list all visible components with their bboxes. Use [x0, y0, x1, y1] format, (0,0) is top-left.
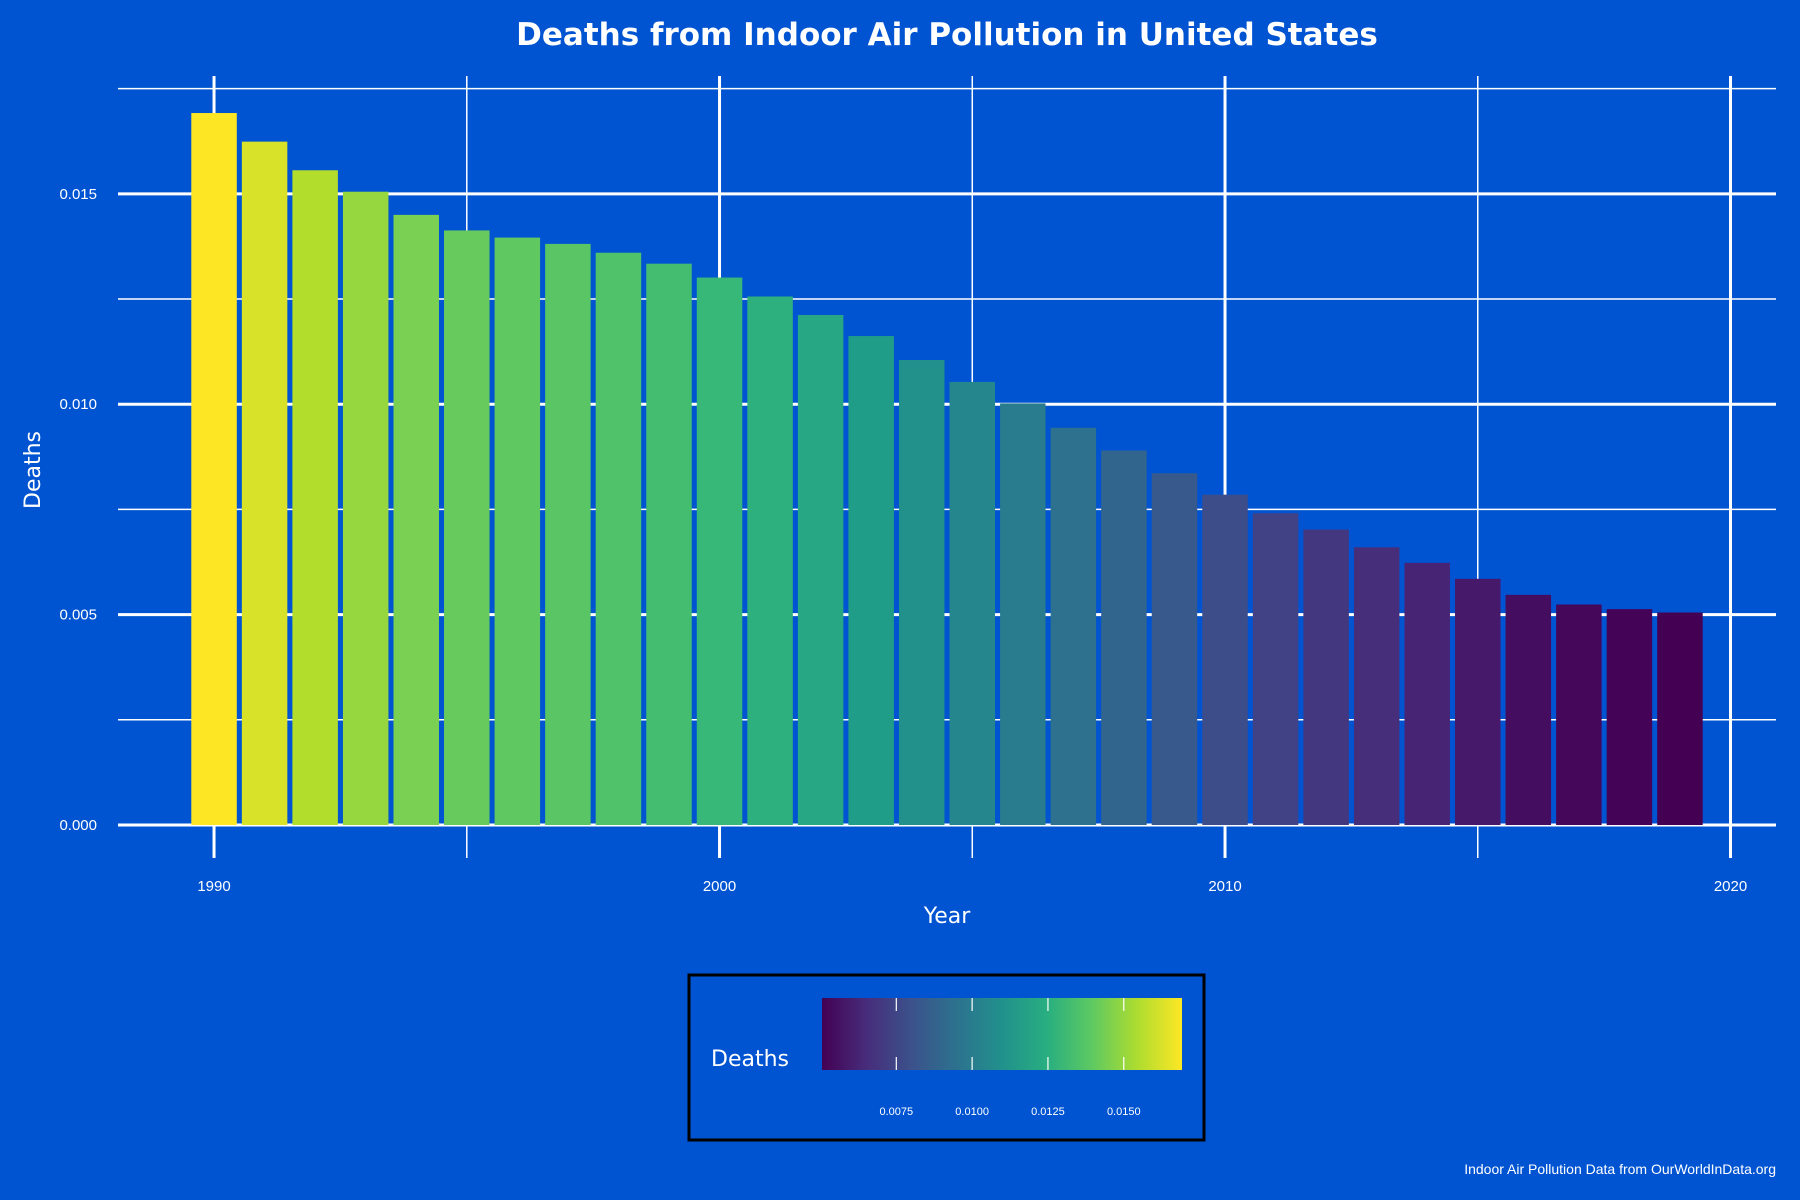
bar-2018: [1606, 609, 1653, 825]
bar-2008: [1101, 450, 1147, 825]
legend: Deaths 0.0075 0.0100 0.0125 0.0150: [687, 973, 1206, 1142]
legend-box: [687, 973, 1206, 1142]
y-tick-label: 0.000: [59, 817, 97, 834]
bar-2014: [1404, 562, 1450, 825]
bar-1995: [444, 230, 490, 825]
bar-1997: [545, 243, 591, 826]
bar-2000: [696, 277, 743, 825]
x-tick-label: 1990: [197, 878, 230, 895]
bar-2007: [1050, 427, 1097, 825]
bar-2009: [1151, 473, 1198, 825]
bar-2013: [1353, 547, 1400, 825]
bar-2019: [1657, 612, 1703, 825]
bar-1990: [191, 113, 237, 825]
bar-2017: [1556, 604, 1602, 825]
bar-2003: [848, 336, 894, 825]
x-axis-title: Year: [923, 904, 972, 929]
x-tick-label: 2020: [1714, 878, 1747, 895]
y-axis-title: Deaths: [21, 431, 46, 509]
legend-colorbar: [822, 998, 1182, 1070]
bar-1994: [393, 214, 439, 825]
legend-ticks: 0.0075 0.0100 0.0125 0.0150: [879, 998, 1141, 1118]
y-tick-label: 0.015: [59, 186, 97, 203]
bar-1998: [595, 252, 642, 825]
bar-2005: [949, 381, 996, 825]
x-tick-label: 2000: [703, 878, 736, 895]
bar-2001: [747, 296, 793, 825]
bars: [191, 113, 1703, 826]
bar-2010: [1202, 494, 1248, 825]
bar-2002: [797, 315, 844, 825]
axes: 1990 2000 2010 2020 0.000 0.005 0.010 0.015: [59, 186, 1747, 895]
bar-1991: [241, 141, 288, 825]
y-tick-label: 0.005: [59, 607, 97, 624]
legend-tick-label: 0.0075: [879, 1106, 913, 1118]
bar-1999: [646, 263, 692, 825]
chart-title: Deaths from Indoor Air Pollution in Unit…: [516, 17, 1378, 53]
bar-2015: [1455, 578, 1501, 825]
legend-tick-label: 0.0125: [1031, 1106, 1065, 1118]
y-tick-label: 0.010: [59, 396, 97, 413]
bar-2011: [1252, 513, 1299, 825]
bar-2012: [1303, 529, 1349, 825]
legend-tick-label: 0.0100: [955, 1106, 989, 1118]
bar-2006: [1000, 403, 1046, 825]
legend-tick-label: 0.0150: [1107, 1106, 1141, 1118]
bar-1992: [292, 170, 338, 826]
x-tick-label: 2010: [1208, 878, 1241, 895]
bar-1993: [342, 191, 389, 825]
legend-title: Deaths: [711, 1047, 789, 1072]
bar-2004: [898, 360, 945, 825]
caption: Indoor Air Pollution Data from OurWorldI…: [1464, 1161, 1776, 1177]
bar-2016: [1505, 594, 1552, 825]
bar-1996: [494, 237, 541, 825]
